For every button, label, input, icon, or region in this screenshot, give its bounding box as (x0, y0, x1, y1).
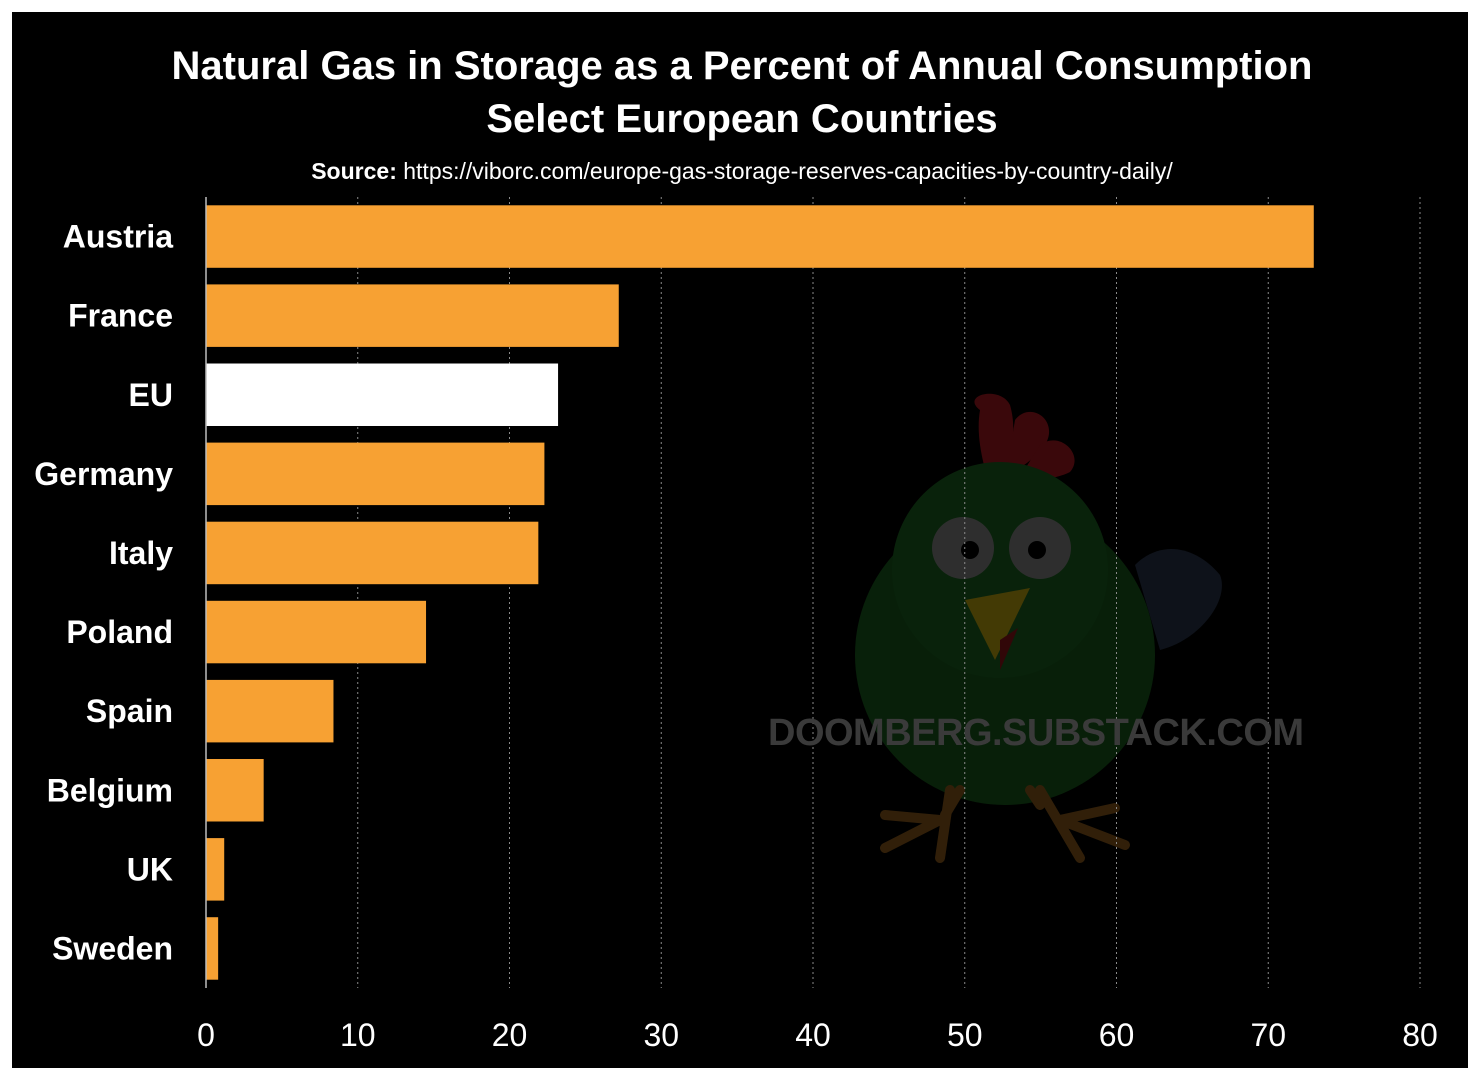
chart-subtitle: Select European Countries (486, 97, 998, 141)
category-label: UK (127, 851, 173, 887)
x-tick-label: 0 (197, 1017, 215, 1053)
bar-series (206, 205, 1314, 980)
category-label: Austria (63, 219, 173, 255)
x-tick-label: 30 (643, 1017, 679, 1053)
x-tick-label: 50 (947, 1017, 983, 1053)
category-label: Belgium (47, 772, 173, 808)
x-axis-tick-labels: 0 10 20 30 40 50 60 70 80 (197, 1017, 1438, 1053)
category-axis-labels: Austria France EU Germany Italy Poland Spain Be… (34, 219, 173, 967)
source-label: Source: (311, 158, 397, 184)
category-label: Spain (86, 693, 173, 729)
category-label: Poland (66, 614, 173, 650)
x-tick-label: 60 (1099, 1017, 1135, 1053)
watermark-text: DOOMBERG.SUBSTACK.COM (768, 712, 1304, 754)
x-tick-label: 70 (1250, 1017, 1286, 1053)
x-tick-label: 40 (795, 1017, 831, 1053)
bar-spain (206, 679, 334, 743)
category-label: Sweden (52, 930, 173, 966)
bar-italy (206, 521, 539, 585)
bar-uk (206, 838, 225, 901)
category-label: EU (129, 377, 173, 413)
category-label: Germany (34, 456, 173, 492)
bar-belgium (206, 759, 264, 822)
category-label: France (68, 298, 173, 334)
chart-title: Natural Gas in Storage as a Percent of A… (171, 44, 1313, 88)
bar-germany (206, 442, 545, 506)
x-tick-label: 80 (1402, 1017, 1438, 1053)
x-tick-label: 10 (340, 1017, 376, 1053)
chart-source: Source: https://viborc.com/europe-gas-st… (0, 158, 1484, 185)
bar-poland (206, 600, 427, 664)
category-label: Italy (109, 535, 173, 571)
chicken-mascot-icon (855, 393, 1222, 863)
bar-france (206, 284, 619, 347)
bar-austria (206, 205, 1314, 268)
x-tick-label: 20 (492, 1017, 528, 1053)
source-url: https://viborc.com/europe-gas-storage-re… (403, 158, 1173, 184)
bar-sweden (206, 917, 219, 980)
bar-eu (206, 363, 559, 426)
